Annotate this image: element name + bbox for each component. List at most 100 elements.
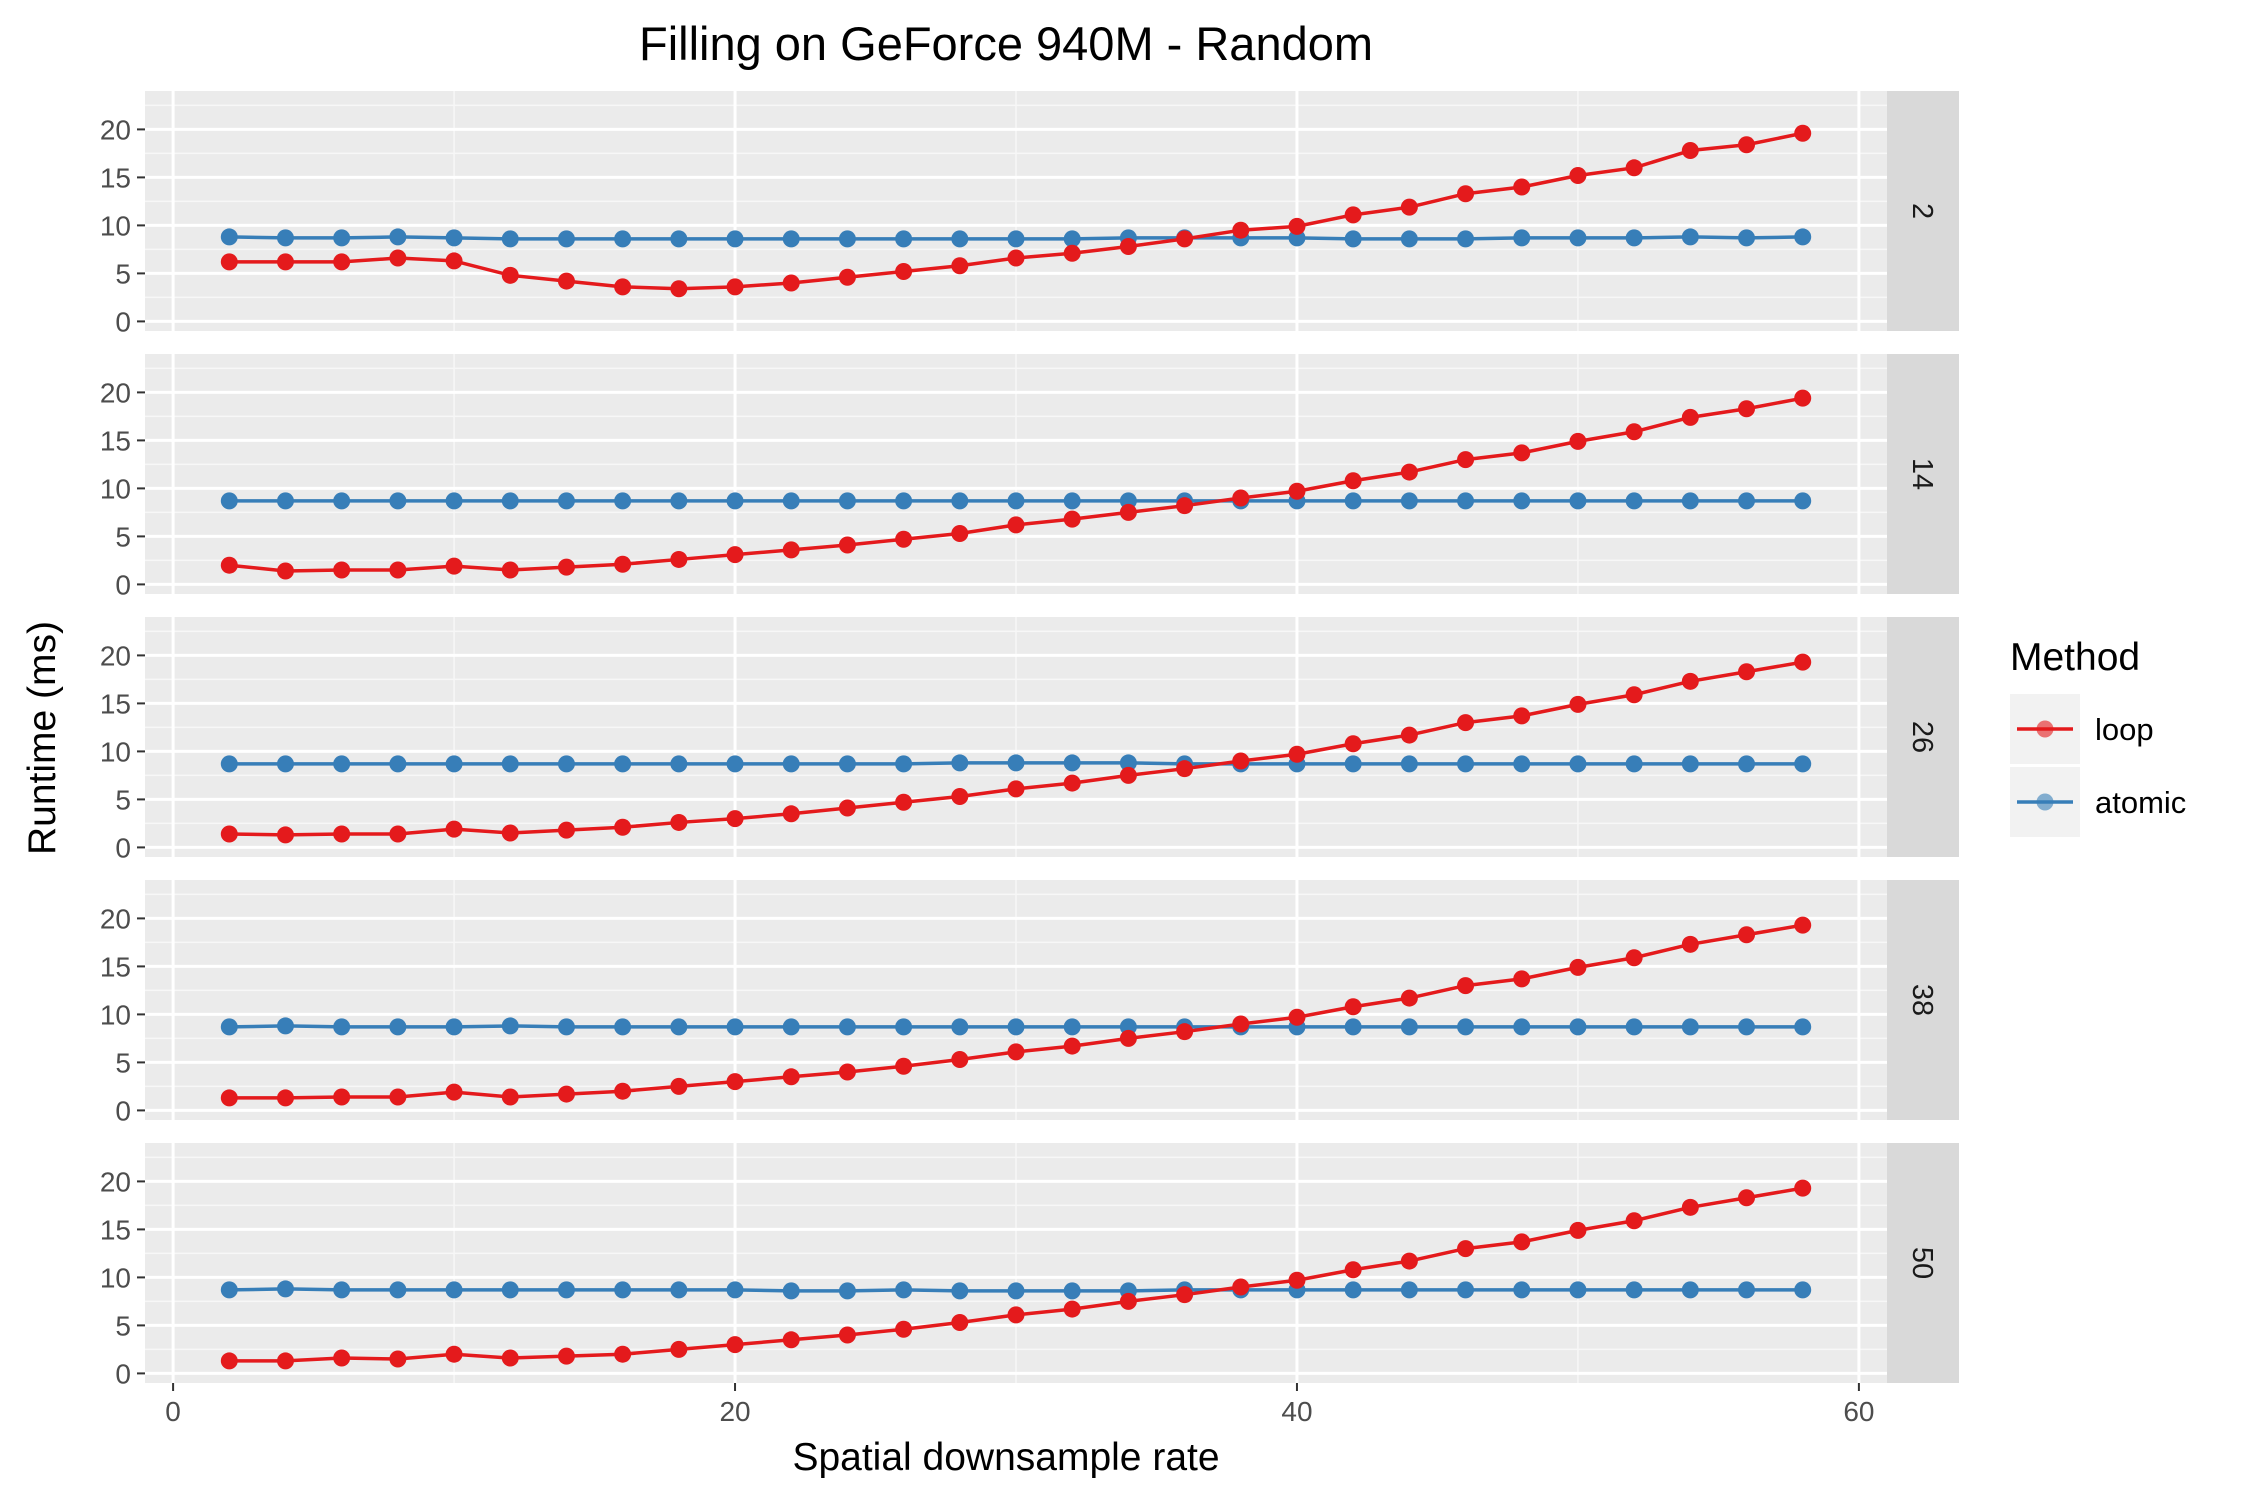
data-point-loop xyxy=(726,278,744,296)
data-point-loop xyxy=(1119,238,1137,256)
data-point-atomic xyxy=(1625,1018,1643,1036)
legend-label-atomic: atomic xyxy=(2095,785,2186,820)
x-tick-label: 40 xyxy=(1281,1396,1312,1427)
data-point-loop xyxy=(220,1089,238,1107)
data-point-loop xyxy=(1681,408,1699,426)
data-point-loop xyxy=(1232,1015,1250,1033)
data-point-loop xyxy=(445,1345,463,1363)
data-point-atomic xyxy=(726,755,744,773)
data-point-loop xyxy=(333,253,351,271)
data-point-atomic xyxy=(557,1281,575,1299)
data-point-loop xyxy=(1681,1198,1699,1216)
data-point-atomic xyxy=(333,1281,351,1299)
facet-strip xyxy=(1887,1143,1959,1383)
data-point-loop xyxy=(389,1088,407,1106)
data-point-loop xyxy=(670,280,688,298)
data-point-atomic xyxy=(1007,1282,1025,1300)
data-point-loop xyxy=(1007,780,1025,798)
data-point-atomic xyxy=(782,492,800,510)
data-point-loop xyxy=(1176,1286,1194,1304)
data-point-loop xyxy=(1288,745,1306,763)
data-point-atomic xyxy=(1794,492,1812,510)
data-point-loop xyxy=(389,1350,407,1368)
facet-panel-50: 0 5 10 15 20 50 xyxy=(100,1143,1959,1389)
data-point-loop xyxy=(220,825,238,843)
y-tick-label: 15 xyxy=(100,162,131,193)
y-tick-label: 10 xyxy=(100,999,131,1030)
data-point-loop xyxy=(614,1082,632,1100)
data-point-loop xyxy=(557,272,575,290)
data-point-loop xyxy=(614,278,632,296)
data-point-loop xyxy=(1681,672,1699,690)
y-tick-label: 0 xyxy=(115,1095,131,1126)
data-point-loop xyxy=(895,1057,913,1075)
data-point-atomic xyxy=(951,1282,969,1300)
data-point-atomic xyxy=(1400,1281,1418,1299)
data-point-loop xyxy=(614,555,632,573)
data-point-atomic xyxy=(501,755,519,773)
data-point-loop xyxy=(220,556,238,574)
data-point-loop xyxy=(445,557,463,575)
data-point-loop xyxy=(1288,482,1306,500)
data-point-atomic xyxy=(1400,492,1418,510)
data-point-atomic xyxy=(1738,1018,1756,1036)
facet-panels: 0510152020510152014051015202605101520380… xyxy=(100,91,1959,1389)
data-point-loop xyxy=(1513,1233,1531,1251)
data-point-loop xyxy=(1119,503,1137,521)
data-point-loop xyxy=(501,1349,519,1367)
data-point-loop xyxy=(557,1347,575,1365)
data-point-loop xyxy=(1569,166,1587,184)
data-point-loop xyxy=(1007,249,1025,267)
data-point-atomic xyxy=(389,755,407,773)
data-point-loop xyxy=(333,561,351,579)
data-point-loop xyxy=(1738,926,1756,944)
data-point-loop xyxy=(333,1088,351,1106)
data-point-atomic xyxy=(557,492,575,510)
data-point-loop xyxy=(1513,444,1531,462)
data-point-loop xyxy=(1232,489,1250,507)
data-point-loop xyxy=(782,1331,800,1349)
data-point-atomic xyxy=(1063,230,1081,248)
facet-strip xyxy=(1887,354,1959,594)
data-point-atomic xyxy=(1625,229,1643,247)
data-point-loop xyxy=(333,825,351,843)
y-tick-label: 10 xyxy=(100,1262,131,1293)
data-point-atomic xyxy=(1794,1018,1812,1036)
data-point-loop xyxy=(1007,516,1025,534)
y-tick-label: 20 xyxy=(100,640,131,671)
data-point-atomic xyxy=(1400,1018,1418,1036)
data-point-atomic xyxy=(614,1018,632,1036)
data-point-loop xyxy=(1288,217,1306,235)
data-point-atomic xyxy=(1344,492,1362,510)
facet-strip-label: 2 xyxy=(1906,203,1938,219)
data-point-loop xyxy=(1400,726,1418,744)
data-point-loop xyxy=(445,1083,463,1101)
data-point-atomic xyxy=(1738,755,1756,773)
data-point-atomic xyxy=(1400,755,1418,773)
data-point-loop xyxy=(1625,1212,1643,1230)
data-point-atomic xyxy=(1344,230,1362,248)
data-point-loop xyxy=(1794,916,1812,934)
data-point-atomic xyxy=(895,230,913,248)
data-point-atomic xyxy=(557,1018,575,1036)
data-point-atomic xyxy=(1457,755,1475,773)
data-point-atomic xyxy=(1569,1018,1587,1036)
legend-label-loop: loop xyxy=(2095,712,2154,747)
data-point-atomic xyxy=(445,1281,463,1299)
facet-panel-14: 0 5 10 15 20 14 xyxy=(100,354,1959,600)
data-point-atomic xyxy=(1513,492,1531,510)
data-point-loop xyxy=(951,1051,969,1069)
data-point-atomic xyxy=(726,492,744,510)
data-point-atomic xyxy=(276,229,294,247)
data-point-loop xyxy=(1625,949,1643,967)
y-tick-label: 0 xyxy=(115,1358,131,1389)
data-point-loop xyxy=(1569,432,1587,450)
data-point-loop xyxy=(276,826,294,844)
data-point-loop xyxy=(1794,1179,1812,1197)
facet-strip xyxy=(1887,880,1959,1120)
data-point-loop xyxy=(557,1085,575,1103)
data-point-atomic xyxy=(1457,1281,1475,1299)
y-tick-label: 10 xyxy=(100,473,131,504)
y-tick-label: 20 xyxy=(100,903,131,934)
data-point-atomic xyxy=(333,492,351,510)
